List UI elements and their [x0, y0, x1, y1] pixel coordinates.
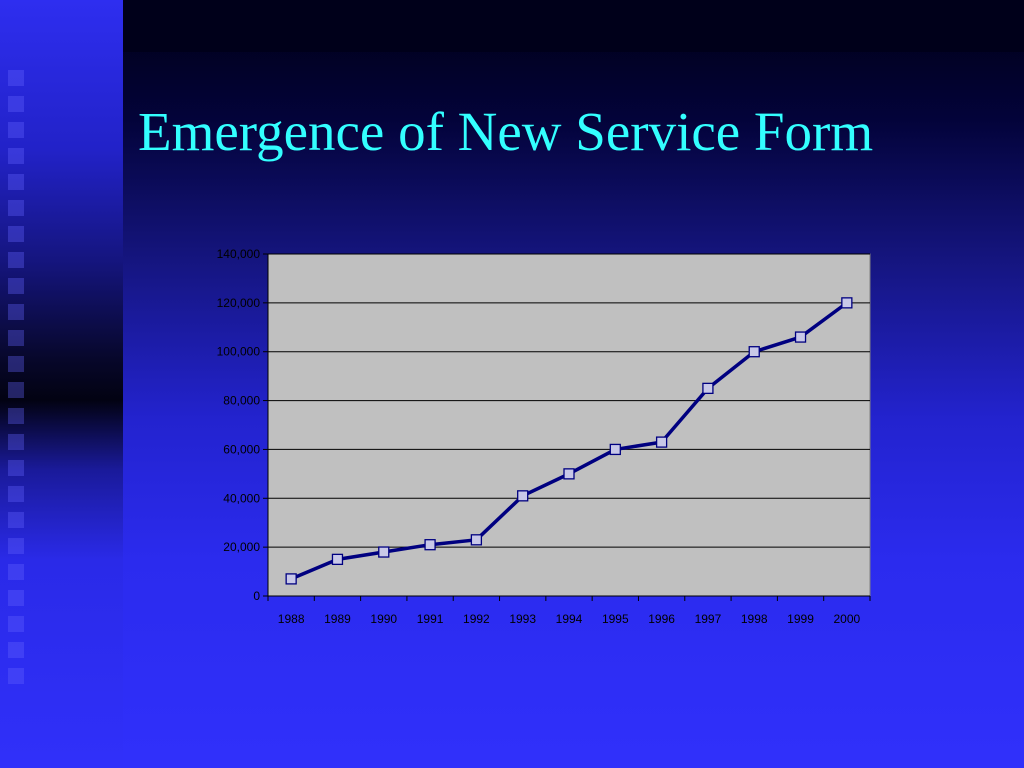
y-tick-label: 0	[253, 589, 260, 603]
x-tick-label: 1992	[463, 612, 490, 626]
left-decor-panel	[0, 0, 123, 768]
x-tick-label: 1996	[648, 612, 675, 626]
y-tick-label: 140,000	[217, 247, 261, 261]
plot-area	[267, 253, 871, 597]
y-tick-label: 120,000	[217, 296, 261, 310]
x-tick-label: 2000	[833, 612, 860, 626]
data-point	[655, 436, 668, 448]
data-point	[841, 297, 853, 309]
x-tick-label: 1988	[278, 612, 305, 626]
y-tick-label: 100,000	[217, 345, 261, 359]
x-tick-label: 1999	[787, 612, 814, 626]
slide-title: Emergence of New Service Form	[138, 101, 874, 162]
x-tick-label: 1989	[324, 612, 351, 626]
data-point	[563, 468, 575, 480]
data-point	[609, 443, 621, 456]
y-tick-label: 80,000	[223, 394, 260, 408]
y-tick-label: 40,000	[223, 491, 260, 505]
data-point	[331, 553, 344, 566]
data-point	[285, 573, 297, 585]
x-tick-label: 1994	[556, 612, 583, 626]
data-point	[702, 382, 714, 395]
x-tick-label: 1991	[417, 612, 444, 626]
y-tick-label: 60,000	[223, 442, 260, 456]
x-tick-label: 1990	[370, 612, 397, 626]
x-tick-label: 1997	[695, 612, 722, 626]
x-tick-label: 1998	[741, 612, 768, 626]
data-point	[517, 490, 529, 502]
decor-squares	[8, 70, 26, 694]
x-tick-label: 1993	[509, 612, 536, 626]
data-point	[794, 331, 807, 343]
data-point	[424, 539, 436, 551]
data-point	[378, 546, 390, 558]
x-tick-label: 1995	[602, 612, 629, 626]
data-point	[470, 534, 483, 546]
data-point	[748, 346, 760, 358]
y-tick-label: 20,000	[223, 540, 260, 554]
top-band	[123, 0, 1024, 52]
